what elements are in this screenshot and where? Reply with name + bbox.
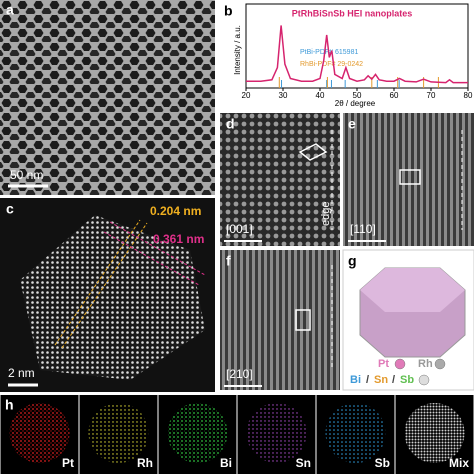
panel-f-image: [220, 250, 340, 390]
scale-text: 2 nm: [8, 366, 35, 380]
y-axis-label: Intensity / a.u.: [233, 25, 242, 75]
x-tick-label: 50: [353, 91, 362, 100]
spacing-label: 0.204 nm: [150, 204, 201, 218]
panel-label: h: [5, 397, 14, 413]
map-label: Sb: [375, 456, 390, 470]
legend-text: Sn: [374, 374, 388, 386]
panel-label: g: [348, 253, 357, 269]
legend-ball: [394, 358, 406, 370]
map-signal: [404, 403, 465, 463]
legend-text: /: [392, 374, 395, 386]
panel-label: f: [226, 253, 231, 269]
legend: Pt Rh Bi / Sn / Sb: [350, 358, 446, 386]
panel-label: a: [6, 2, 14, 18]
x-tick-label: 60: [390, 91, 399, 100]
x-tick-label: 20: [242, 91, 251, 100]
eds-maps: Pt Rh Bi Sn Sb Mix: [0, 395, 474, 474]
map-label: Sn: [296, 456, 311, 470]
model-top: [360, 268, 465, 312]
lattice-line: [103, 231, 200, 286]
x-tick-label: 70: [427, 91, 436, 100]
zone-axis: [110]: [350, 222, 376, 236]
map-signal: [325, 403, 386, 463]
zone-axis: [001]: [226, 222, 253, 236]
legend-ball: [434, 358, 446, 370]
panel-label: c: [6, 201, 14, 217]
map-signal: [167, 403, 228, 463]
spacing-label: 0.361 nm: [153, 232, 204, 246]
map-signal: [9, 403, 70, 463]
map-label: Pt: [62, 456, 74, 470]
panel-label: b: [224, 3, 233, 19]
panel-e-image: [343, 113, 474, 246]
unit-cell: [298, 143, 328, 161]
x-tick-label: 80: [464, 91, 473, 100]
panel-label: e: [348, 116, 356, 132]
xrd-curve: [246, 25, 468, 84]
panel-d-image: [220, 113, 340, 246]
legend-text: Bi: [350, 374, 361, 386]
xrd-chart: b PtRhBiSnSb HEI nanoplates Intensity / …: [224, 3, 473, 108]
reference-label: RhBi-PDF# 29-0242: [300, 61, 363, 68]
scale-text: 50 nm: [10, 168, 43, 182]
map-label: Bi: [220, 456, 232, 470]
x-tick-label: 30: [279, 91, 288, 100]
lattice-line: [54, 219, 141, 346]
zone-axis: [210]: [226, 367, 253, 381]
chart-title: PtRhBiSnSb HEI nanoplates: [292, 8, 413, 18]
unit-cell: [295, 309, 311, 331]
legend-text: Sb: [400, 374, 414, 386]
lattice-line: [61, 222, 148, 349]
legend-text: Pt: [378, 358, 389, 370]
x-tick-label: 40: [316, 91, 325, 100]
legend-ball: [418, 374, 430, 386]
panel-label: d: [226, 116, 235, 132]
legend-text: /: [366, 374, 369, 386]
legend-text: Rh: [418, 358, 433, 370]
map-signal: [246, 403, 307, 463]
map-signal: [88, 403, 149, 463]
lattice-line: [109, 221, 206, 276]
map-label: Rh: [137, 456, 153, 470]
edge-label: edge: [320, 202, 332, 226]
panel-a-image: [0, 0, 215, 195]
unit-cell: [399, 169, 421, 185]
particle: [20, 215, 205, 380]
x-axis-label: 2θ / degree: [335, 99, 376, 108]
map-label: Mix: [449, 456, 469, 470]
